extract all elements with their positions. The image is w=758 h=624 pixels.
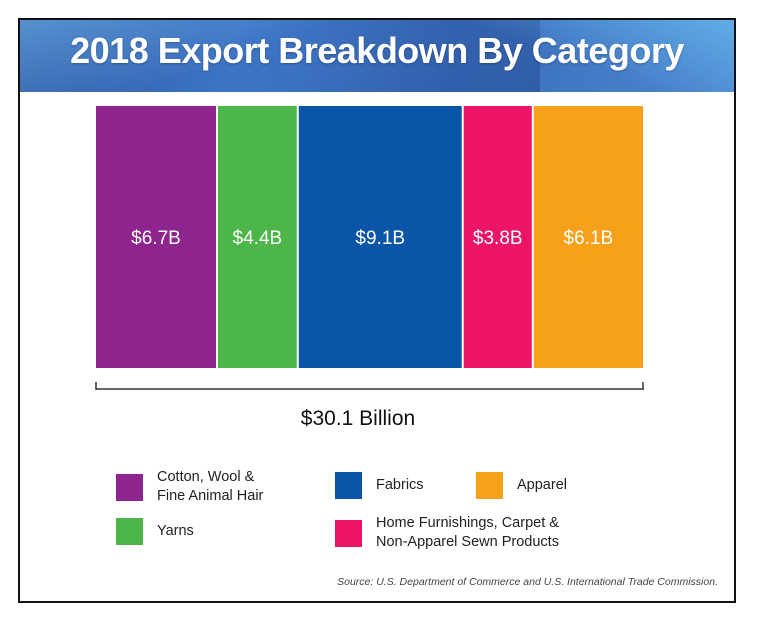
legend-swatch [476,472,503,499]
bar-segment [298,106,462,368]
bar-segment [217,106,297,368]
title-banner: 2018 Export Breakdown By Category [20,20,734,92]
legend-swatch [335,472,362,499]
source-note: Source: U.S. Department of Commerce and … [337,576,718,588]
legend-swatch [116,473,143,501]
chart-title: 2018 Export Breakdown By Category [70,30,684,71]
legend-label: Fabrics [376,477,424,493]
bar-data-label: $6.7B [131,228,181,249]
legend-item-cotton: Cotton, Wool & Fine Animal Hair [116,468,263,506]
bar-data-label: $4.4B [233,228,283,249]
legend-label: Yarns [157,523,194,539]
legend-label: Cotton, Wool & Fine Animal Hair [157,469,264,504]
bar-data-label: $3.8B [473,228,523,249]
bar-segment [533,106,643,368]
bar-data-label: $9.1B [355,228,405,249]
legend-swatch [335,519,362,547]
bar-segment [96,106,216,368]
legend-label: Apparel [517,477,567,493]
bar-segment [463,106,532,368]
legend-item-yarns: Yarns [116,518,194,545]
export-bar-chart: $6.7B $4.4B $9.1B $3.8B $6.1B $30.1 Billion [95,106,644,430]
legend-item-apparel: Apparel [476,472,567,499]
legend-item-fabrics: Fabrics [335,472,424,499]
bar-data-label: $6.1B [564,228,614,249]
total-bracket [95,382,644,390]
legend-swatch [116,518,143,545]
chart-frame: 2018 Export Breakdown By Category $6.7B $… [18,18,736,603]
total-label: $30.1 Billion [301,407,415,430]
legend-item-home-furnishings: Home Furnishings, Carpet & Non-Apparel S… [335,514,559,552]
legend-label: Home Furnishings, Carpet & Non-Apparel S… [376,515,559,550]
